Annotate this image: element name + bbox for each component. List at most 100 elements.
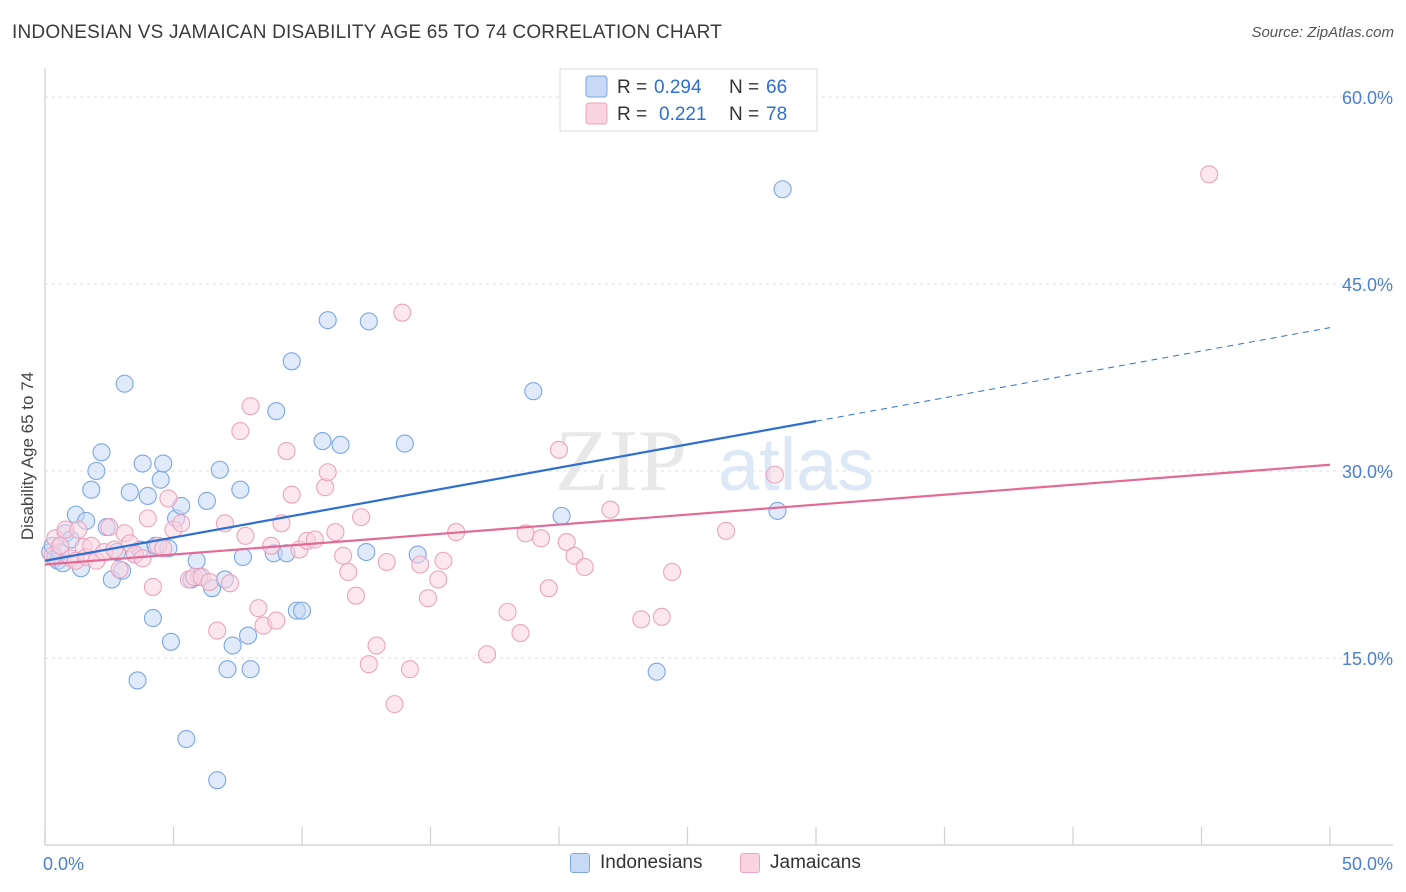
legend-swatch-indonesians [585, 75, 608, 98]
indonesian-point [241, 660, 260, 679]
trend-lines [44, 327, 1331, 566]
jamaican-point [411, 555, 430, 574]
jamaican-point [69, 520, 88, 539]
indonesian-point [177, 729, 196, 749]
legend-r-label-2: R = [617, 104, 647, 125]
indonesian-point [357, 542, 376, 562]
jamaican-point [236, 526, 255, 545]
indonesian-point [524, 382, 543, 401]
y-tick-label: 60.0% [1342, 88, 1393, 108]
jamaican-point [326, 523, 345, 542]
y-tick-label: 30.0% [1342, 462, 1393, 482]
legend-swatch-jamaicans [585, 102, 608, 125]
jamaican-point [477, 645, 497, 664]
source-label: Source: ZipAtlas.com [1251, 24, 1394, 41]
jamaican-point [334, 546, 353, 565]
jamaican-trend-line [44, 463, 1331, 566]
jamaican-point [393, 303, 412, 322]
legend-label-indonesians: Indonesians [600, 852, 703, 873]
series-legend: Indonesians Jamaicans [0, 850, 1406, 880]
jamaican-point [143, 577, 162, 596]
jamaican-point [539, 579, 558, 598]
y-axis-title: Disability Age 65 to 74 [18, 372, 37, 540]
legend-r-value-1: 0.294 [654, 77, 702, 98]
legend-r-label-1: R = [617, 77, 647, 98]
jamaican-point [249, 599, 268, 618]
x-tick-label-min: 0.0% [43, 854, 84, 874]
legend-r-value-2: 0.221 [659, 104, 707, 125]
indonesian-point [115, 374, 134, 393]
jamaican-point [200, 572, 219, 592]
jamaican-point [110, 560, 129, 579]
jamaican-point [434, 551, 453, 570]
indonesian-point [208, 771, 227, 790]
legend-item-jamaicans[interactable]: Jamaicans [740, 852, 861, 874]
jamaican-point [498, 602, 517, 621]
indonesian-point [128, 671, 147, 690]
indonesian-point [197, 491, 216, 510]
indonesian-point [161, 632, 180, 651]
jamaican-point [565, 546, 584, 565]
jamaican-point [377, 552, 396, 572]
jamaican-point [241, 397, 260, 416]
indonesian-point [395, 434, 414, 453]
axes [44, 68, 1393, 846]
indonesian-point [138, 486, 157, 505]
jamaican-point [282, 485, 301, 504]
indonesian-point [267, 402, 286, 421]
correlation-legend: R = 0.294 N = 66 R = 0.221 N = 78 [559, 68, 818, 132]
indonesian-point [238, 626, 258, 645]
x-tick-label-max: 50.0% [1342, 854, 1393, 874]
data-points [41, 165, 1219, 790]
legend-n-value-1: 66 [766, 77, 787, 98]
indonesian-point [768, 501, 787, 520]
indonesian-point [92, 443, 111, 462]
jamaican-point [575, 557, 594, 577]
jamaican-point [385, 695, 404, 714]
jamaican-point [400, 660, 419, 679]
gridlines [45, 96, 1393, 659]
watermark-atlas: atlas [718, 423, 874, 506]
jamaican-point [159, 489, 178, 508]
jamaican-point [652, 607, 671, 626]
indonesian-point [231, 480, 250, 499]
jamaican-point [1200, 165, 1219, 184]
jamaican-point [663, 562, 682, 582]
indonesian-point [154, 454, 173, 473]
indonesian-point [313, 432, 332, 451]
jamaican-point [557, 533, 576, 552]
indonesian-point [120, 483, 139, 502]
indonesian-point [133, 454, 152, 473]
indonesian-trend-line [44, 420, 817, 562]
indonesian-point [87, 461, 106, 481]
indonesian-point [292, 601, 312, 620]
y-tick-label: 15.0% [1342, 649, 1393, 669]
indonesian-trend-extension [815, 327, 1331, 422]
indonesian-point [233, 547, 252, 567]
jamaican-point [601, 500, 620, 519]
jamaican-point [367, 636, 386, 655]
indonesian-point [331, 435, 350, 454]
jamaican-point [305, 530, 324, 549]
jamaican-point [172, 514, 191, 533]
indonesians-swatch [570, 853, 590, 873]
indonesian-point [223, 636, 242, 655]
legend-label-jamaicans: Jamaicans [770, 852, 861, 873]
jamaican-point [138, 509, 157, 528]
jamaican-point [277, 442, 296, 461]
indonesian-point [318, 311, 337, 330]
watermark: ZIP atlas [555, 413, 874, 510]
jamaican-point [359, 655, 378, 674]
legend-item-indonesians[interactable]: Indonesians [570, 852, 702, 874]
jamaicans-swatch [740, 853, 760, 873]
jamaican-point [716, 521, 736, 540]
indonesian-point [647, 662, 666, 681]
indonesian-point [82, 480, 101, 499]
indonesian-point [143, 609, 162, 628]
jamaican-point [346, 586, 366, 605]
jamaican-point [352, 508, 371, 527]
legend-n-value-2: 78 [766, 104, 787, 125]
indonesian-point [359, 312, 378, 331]
indonesian-point [773, 180, 792, 199]
